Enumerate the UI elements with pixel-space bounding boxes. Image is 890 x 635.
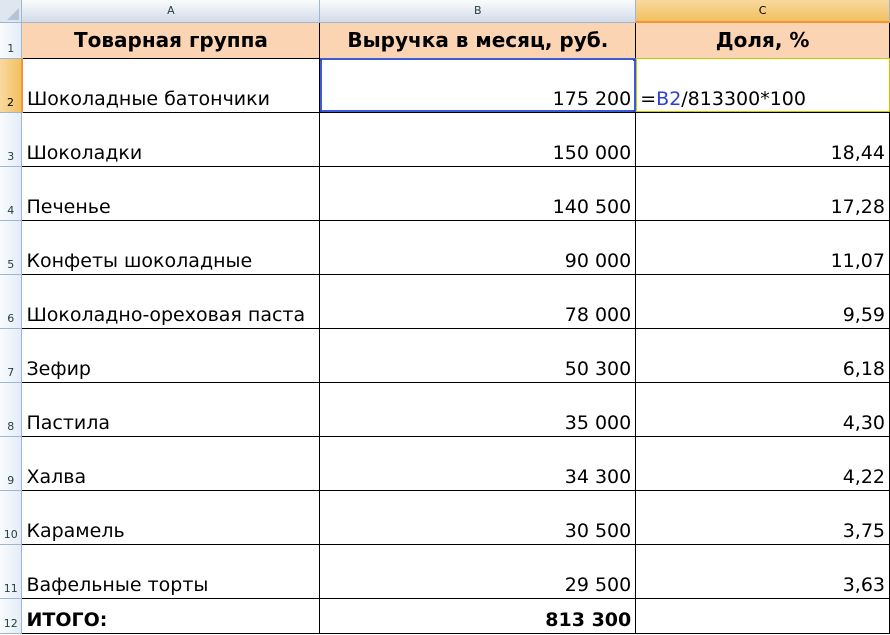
cell-share[interactable]: 4,22 bbox=[635, 436, 890, 491]
cell-share[interactable]: 18,44 bbox=[635, 112, 890, 167]
row-header[interactable]: 5 bbox=[0, 220, 23, 275]
column-header-c[interactable]: C bbox=[635, 0, 890, 23]
header-cell-group[interactable]: Товарная группа bbox=[21, 22, 321, 59]
cell-group[interactable]: Шоколадки bbox=[21, 112, 321, 167]
cell-value: 175 200 bbox=[552, 87, 632, 110]
row-header[interactable]: 9 bbox=[0, 436, 23, 491]
total-row: 12 ИТОГО: 813 300 bbox=[0, 598, 890, 634]
selection-handle[interactable] bbox=[319, 109, 323, 111]
column-header-b[interactable]: B bbox=[319, 0, 637, 23]
cell-group[interactable]: Халва bbox=[21, 436, 321, 491]
row-header[interactable]: 11 bbox=[0, 544, 23, 599]
cell-revenue[interactable]: 78 000 bbox=[319, 274, 637, 329]
row-header[interactable]: 4 bbox=[0, 166, 23, 221]
total-revenue[interactable]: 813 300 bbox=[319, 598, 637, 634]
selection-handle[interactable] bbox=[319, 58, 323, 61]
cell-group[interactable]: Пастила bbox=[21, 382, 321, 437]
row-header[interactable]: 3 bbox=[0, 112, 23, 167]
cell-group[interactable]: Шоколадно-ореховая паста bbox=[21, 274, 321, 329]
table-row: 5 Конфеты шоколадные 90 000 11,07 bbox=[0, 220, 890, 275]
cell-revenue[interactable]: 35 000 bbox=[319, 382, 637, 437]
formula-rest: /813300*100 bbox=[681, 87, 806, 110]
cell-revenue[interactable]: 140 500 bbox=[319, 166, 637, 221]
row-header[interactable]: 6 bbox=[0, 274, 23, 329]
table-row: 7 Зефир 50 300 6,18 bbox=[0, 328, 890, 383]
cell-revenue[interactable]: 150 000 bbox=[319, 112, 637, 167]
cell-revenue[interactable]: 50 300 bbox=[319, 328, 637, 383]
row-header[interactable]: 2 bbox=[0, 58, 23, 113]
cell-share[interactable]: 11,07 bbox=[635, 220, 890, 275]
row-header[interactable]: 7 bbox=[0, 328, 23, 383]
cell-share[interactable]: 9,59 bbox=[635, 274, 890, 329]
table-row: 4 Печенье 140 500 17,28 bbox=[0, 166, 890, 221]
row-header[interactable]: 12 bbox=[0, 598, 23, 634]
selection-handle[interactable] bbox=[633, 109, 635, 111]
total-share[interactable] bbox=[635, 598, 890, 634]
formula-prefix: = bbox=[640, 87, 657, 110]
table-row: 10 Карамель 30 500 3,75 bbox=[0, 490, 890, 545]
row-header[interactable]: 8 bbox=[0, 382, 23, 437]
cell-share[interactable]: 4,30 bbox=[635, 382, 890, 437]
table-row: 3 Шоколадки 150 000 18,44 bbox=[0, 112, 890, 167]
cell-revenue[interactable]: 90 000 bbox=[319, 220, 637, 275]
cell-revenue[interactable]: 34 300 bbox=[319, 436, 637, 491]
table-row: 11 Вафельные торты 29 500 3,63 bbox=[0, 544, 890, 599]
header-cell-share[interactable]: Доля, % bbox=[635, 22, 890, 59]
total-label[interactable]: ИТОГО: bbox=[21, 598, 321, 634]
table-row: 6 Шоколадно-ореховая паста 78 000 9,59 bbox=[0, 274, 890, 329]
cell-group[interactable]: Вафельные торты bbox=[21, 544, 321, 599]
select-all-corner[interactable] bbox=[0, 0, 23, 23]
cell-revenue[interactable]: 30 500 bbox=[319, 490, 637, 545]
selection-handle[interactable] bbox=[633, 58, 635, 61]
table-row: 8 Пастила 35 000 4,30 bbox=[0, 382, 890, 437]
cell-group[interactable]: Зефир bbox=[21, 328, 321, 383]
cell-group[interactable]: Карамель bbox=[21, 490, 321, 545]
editing-cell-formula[interactable]: =B2/813300*100 bbox=[635, 58, 890, 113]
header-cell-revenue[interactable]: Выручка в месяц, руб. bbox=[319, 22, 637, 59]
select-all-triangle-icon bbox=[7, 7, 20, 20]
row-header[interactable]: 10 bbox=[0, 490, 23, 545]
cell-revenue[interactable]: 29 500 bbox=[319, 544, 637, 599]
column-header-a[interactable]: A bbox=[21, 0, 321, 23]
cell-share[interactable]: 3,75 bbox=[635, 490, 890, 545]
cell-share[interactable]: 17,28 bbox=[635, 166, 890, 221]
cell-group[interactable]: Конфеты шоколадные bbox=[21, 220, 321, 275]
cell-group[interactable]: Печенье bbox=[21, 166, 321, 221]
cell-share[interactable]: 3,63 bbox=[635, 544, 890, 599]
selected-cell-revenue[interactable]: 175 200 bbox=[319, 58, 637, 113]
table-row: 9 Халва 34 300 4,22 bbox=[0, 436, 890, 491]
row-header[interactable]: 1 bbox=[0, 22, 23, 59]
cell-share[interactable]: 6,18 bbox=[635, 328, 890, 383]
formula-cell-reference: B2 bbox=[656, 87, 682, 110]
cell-group[interactable]: Шоколадные батончики bbox=[21, 58, 321, 113]
